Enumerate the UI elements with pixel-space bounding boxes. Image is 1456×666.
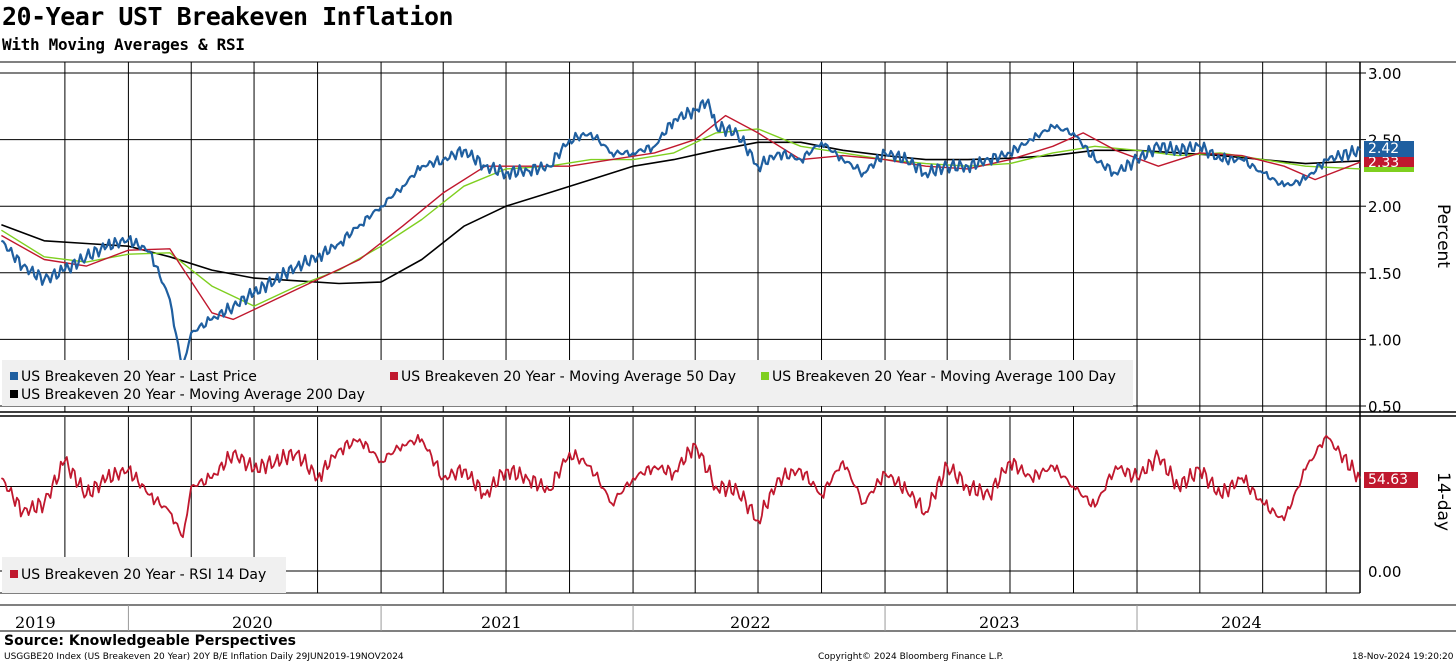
y-tick-label: 3.00	[1368, 65, 1401, 83]
source-note: Source: Knowledgeable Perspectives	[4, 633, 296, 649]
x-tick-2022: 2022	[730, 613, 771, 632]
legend-swatch-ma50	[390, 372, 398, 380]
x-tick-2023: 2023	[979, 613, 1020, 632]
legend-item-ma50: US Breakeven 20 Year - Moving Average 50…	[390, 369, 736, 385]
y-tick-label: 0.00	[1368, 563, 1401, 581]
legend-swatch-rsi	[10, 570, 18, 578]
legend-label-ma100: US Breakeven 20 Year - Moving Average 10…	[772, 369, 1116, 385]
footer-right: 18-Nov-2024 19:20:20	[1352, 652, 1454, 662]
series-line-ma200	[1, 141, 1361, 285]
y-tick-label: 1.00	[1368, 331, 1401, 349]
legend-swatch-ma100	[761, 372, 769, 380]
y-tick-label: 2.00	[1368, 198, 1401, 216]
footer-center: Copyright© 2024 Bloomberg Finance L.P.	[818, 652, 1004, 662]
legend-label-rsi: US Breakeven 20 Year - RSI 14 Day	[21, 567, 267, 583]
legend-label-last-price: US Breakeven 20 Year - Last Price	[21, 369, 257, 385]
y-tick-label: 0.50	[1368, 398, 1401, 416]
ma50-tag: 2.33	[1364, 157, 1414, 167]
x-tick-2024: 2024	[1221, 613, 1262, 632]
rsi-legend: US Breakeven 20 Year - RSI 14 Day	[2, 557, 286, 593]
y-axis-label-14day: 14-day	[1433, 472, 1453, 532]
series-line-ma50	[1, 114, 1361, 321]
ma100-tag	[1364, 167, 1414, 172]
footer-left: USGGBE20 Index (US Breakeven 20 Year) 20…	[4, 652, 404, 662]
legend-label-ma200: US Breakeven 20 Year - Moving Average 20…	[21, 387, 365, 403]
legend-swatch-last-price	[10, 372, 18, 380]
y-tick-label: 1.50	[1368, 265, 1401, 283]
legend-item-rsi: US Breakeven 20 Year - RSI 14 Day	[10, 567, 266, 583]
series-line-ma100	[1, 128, 1361, 307]
x-tick-2019: 2019	[15, 613, 56, 632]
legend-item-ma100: US Breakeven 20 Year - Moving Average 10…	[761, 369, 1116, 385]
y-axis-label-percent: Percent	[1433, 204, 1453, 268]
x-tick-2020: 2020	[232, 613, 273, 632]
price-legend: US Breakeven 20 Year - Last Price US Bre…	[2, 360, 1133, 406]
legend-swatch-ma200	[10, 390, 18, 398]
series-line-rsi	[0, 434, 1361, 539]
chart-title: 20-Year UST Breakeven Inflation	[2, 2, 454, 31]
rsi-tag: 54.63	[1364, 472, 1418, 488]
legend-item-last-price: US Breakeven 20 Year - Last Price	[10, 369, 257, 385]
x-tick-2021: 2021	[481, 613, 522, 632]
series-line-last-price	[0, 98, 1361, 370]
legend-label-ma50: US Breakeven 20 Year - Moving Average 50…	[401, 369, 737, 385]
chart-subtitle: With Moving Averages & RSI	[2, 35, 245, 54]
last-price-tag: 2.42	[1364, 141, 1414, 157]
legend-item-ma200: US Breakeven 20 Year - Moving Average 20…	[10, 387, 365, 403]
